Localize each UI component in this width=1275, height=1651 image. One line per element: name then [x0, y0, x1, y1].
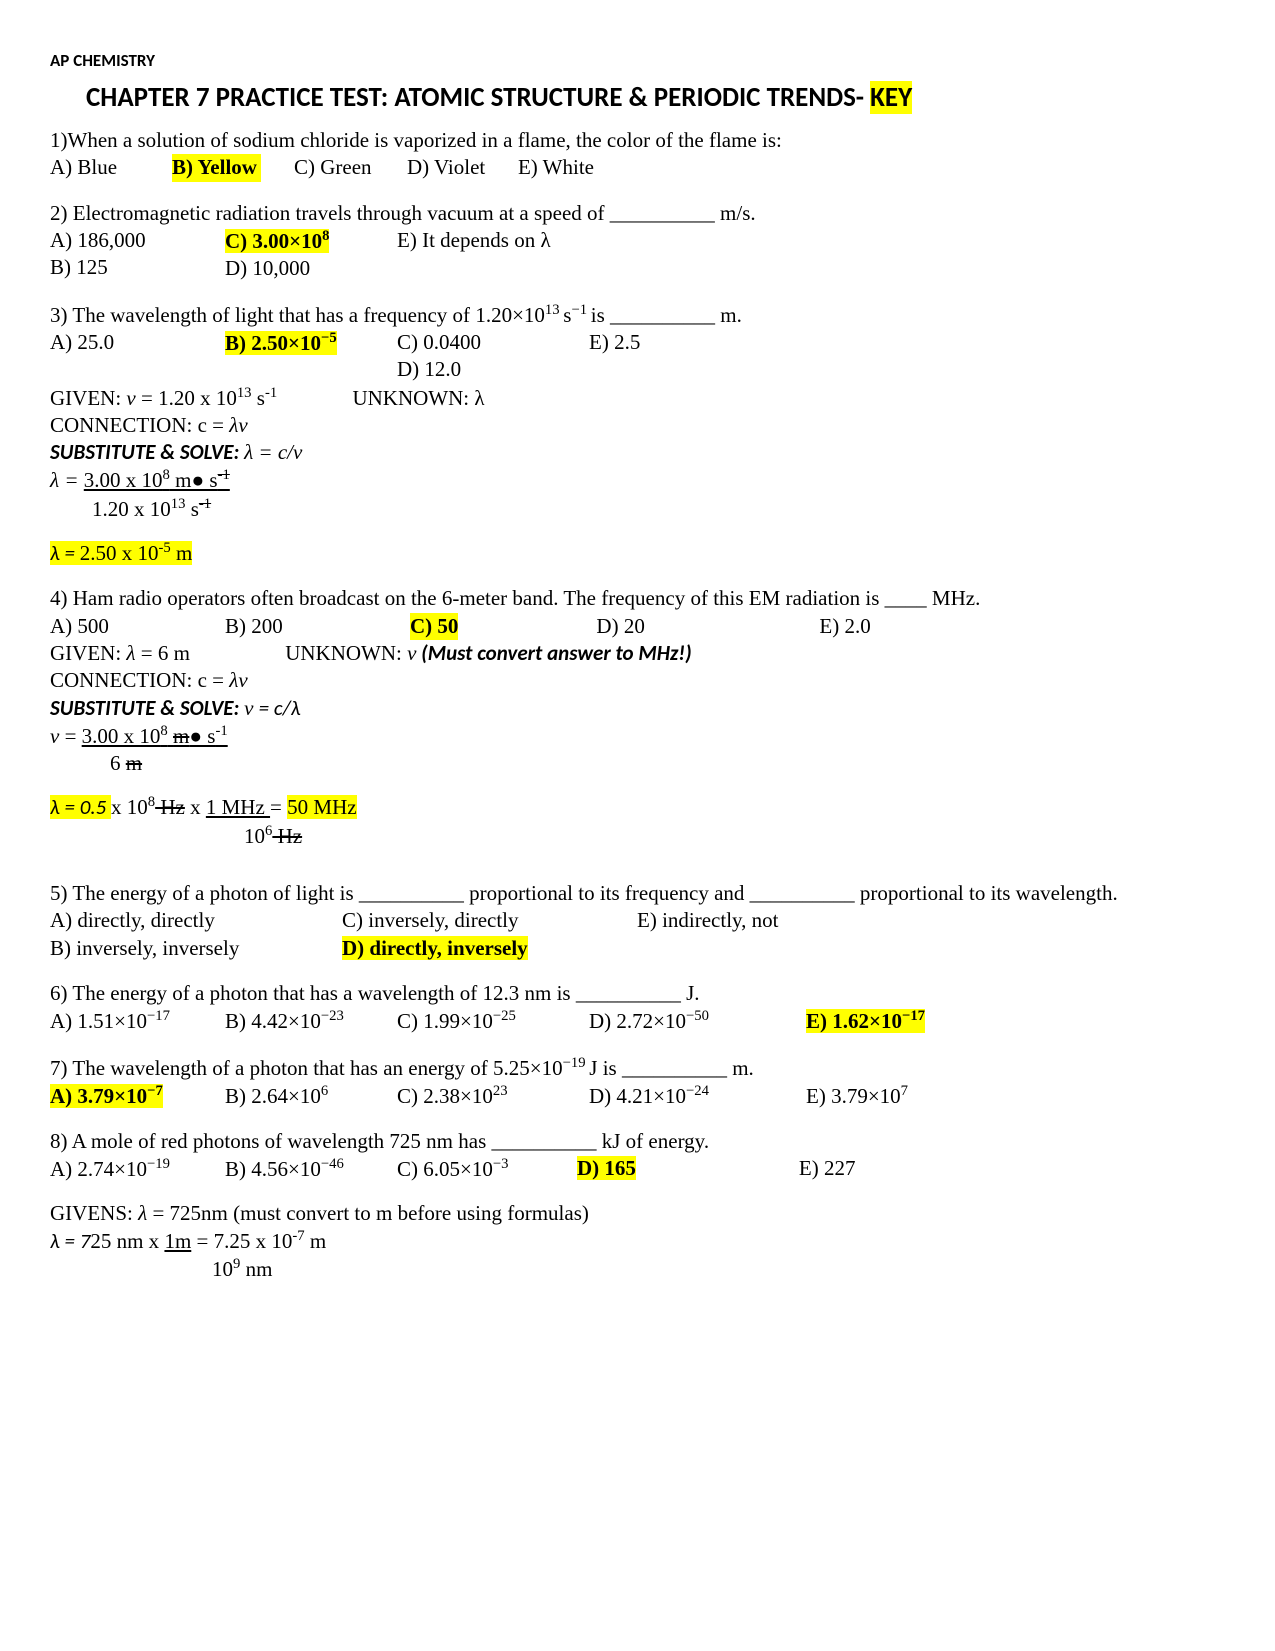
q8-c: C) 6.05×10−3: [397, 1155, 577, 1183]
question-4: 4) Ham radio operators often broadcast o…: [50, 585, 1225, 850]
q8-d-answer: D) 165: [577, 1155, 636, 1183]
q6-b: B) 4.42×10−23: [225, 1007, 397, 1035]
q1-c: C) Green: [294, 154, 407, 181]
q3-given: GIVEN: v = 1.20 x 1013 s-1 UNKNOWN: λ: [50, 384, 1225, 412]
q3-d: D) 12.0: [397, 356, 589, 383]
q5-a: A) directly, directly: [50, 907, 342, 934]
q2-e: E) It depends on λ: [397, 227, 551, 254]
q5-col3: E) indirectly, not: [637, 907, 779, 962]
q1-d: D) Violet: [407, 154, 518, 181]
q8-conv: λ = 725 nm x 1m = 7.25 x 10-7 m: [50, 1227, 1225, 1255]
q4-conv-den: 106 Hz: [244, 822, 1225, 850]
q4-e: E) 2.0: [819, 613, 870, 640]
question-2: 2) Electromagnetic radiation travels thr…: [50, 200, 1225, 283]
q5-e: E) indirectly, not: [637, 907, 779, 934]
q4-a: A) 500: [50, 613, 225, 640]
q2-b: B) 125: [50, 254, 225, 281]
question-1: 1)When a solution of sodium chloride is …: [50, 127, 1225, 182]
q6-a: A) 1.51×10−17: [50, 1007, 225, 1035]
q8-conv-den: 109 nm: [212, 1255, 1225, 1283]
q4-subsolve: SUBSTITUTE & SOLVE: v = c/λ: [50, 695, 1225, 722]
title-text: CHAPTER 7 PRACTICE TEST: ATOMIC STRUCTUR…: [86, 81, 870, 114]
q8-givens: GIVENS: λ = 725nm (must convert to m bef…: [50, 1200, 1225, 1227]
course-header: AP CHEMISTRY: [50, 50, 1225, 72]
q3-fraction: λ = 3.00 x 108 m● s-1: [50, 466, 1225, 494]
q2-d: D) 10,000: [225, 255, 397, 282]
q3-text: 3) The wavelength of light that has a fr…: [50, 301, 1225, 329]
q4-given: GIVEN: λ = 6 m UNKNOWN: v (Must convert …: [50, 640, 1225, 667]
q5-b: B) inversely, inversely: [50, 935, 342, 962]
q6-d: D) 2.72×10−50: [589, 1007, 806, 1035]
question-8: 8) A mole of red photons of wavelength 7…: [50, 1128, 1225, 1283]
question-5: 5) The energy of a photon of light is __…: [50, 880, 1225, 962]
q6-c: C) 1.99×10−25: [397, 1007, 589, 1035]
q8-a: A) 2.74×10−19: [50, 1155, 225, 1183]
q3-unknown: UNKNOWN: λ: [352, 386, 484, 410]
q4-result: λ = 0.5 x 108 Hz x 1 MHz = 50 MHz: [50, 793, 1225, 821]
q3-cd: C) 0.0400 D) 12.0: [397, 329, 589, 384]
q1-choices: A) Blue B) Yellow C) Green D) Violet E) …: [50, 154, 1225, 181]
q2-col1: A) 186,000 B) 125: [50, 227, 225, 283]
q8-e: E) 227: [799, 1155, 856, 1183]
q2-text: 2) Electromagnetic radiation travels thr…: [50, 200, 1225, 227]
q5-col2: C) inversely, directly D) directly, inve…: [342, 907, 637, 962]
q6-e-answer: E) 1.62×10−17: [806, 1007, 925, 1035]
q4-frac-den: 6 m: [110, 750, 1225, 777]
q4-fraction: v = 3.00 x 108 m● s-1: [50, 722, 1225, 750]
q3-c: C) 0.0400: [397, 329, 589, 356]
q3-a: A) 25.0: [50, 329, 225, 384]
question-3: 3) The wavelength of light that has a fr…: [50, 301, 1225, 568]
q7-e: E) 3.79×107: [806, 1082, 908, 1110]
q8-text: 8) A mole of red photons of wavelength 7…: [50, 1128, 1225, 1155]
q2-c-answer: C) 3.00×108: [225, 227, 397, 255]
q3-frac-den: 1.20 x 1013 s-1: [92, 495, 1225, 523]
q1-b-answer: B) Yellow: [172, 154, 261, 181]
q4-d: D) 20: [596, 613, 819, 640]
q7-c: C) 2.38×1023: [397, 1082, 589, 1110]
q7-d: D) 4.21×10−24: [589, 1082, 806, 1110]
q8-b: B) 4.56×10−46: [225, 1155, 397, 1183]
q2-a: A) 186,000: [50, 227, 225, 254]
q2-col3: E) It depends on λ: [397, 227, 551, 283]
q7-a-answer: A) 3.79×10−7: [50, 1082, 225, 1110]
q7-b: B) 2.64×106: [225, 1082, 397, 1110]
q6-text: 6) The energy of a photon that has a wav…: [50, 980, 1225, 1007]
q1-a: A) Blue: [50, 154, 172, 181]
q5-c: C) inversely, directly: [342, 907, 637, 934]
q1-text: 1)When a solution of sodium chloride is …: [50, 127, 1225, 154]
q5-text: 5) The energy of a photon of light is __…: [50, 880, 1225, 907]
q3-b-answer: B) 2.50×10−5: [225, 329, 397, 384]
q3-e: E) 2.5: [589, 329, 640, 384]
q4-text: 4) Ham radio operators often broadcast o…: [50, 585, 1225, 612]
q4-connection: CONNECTION: c = λv: [50, 667, 1225, 694]
page-title: CHAPTER 7 PRACTICE TEST: ATOMIC STRUCTUR…: [86, 80, 1225, 115]
q7-text: 7) The wavelength of a photon that has a…: [50, 1054, 1225, 1082]
q1-e: E) White: [518, 154, 598, 181]
title-key: KEY: [870, 81, 912, 114]
question-7: 7) The wavelength of a photon that has a…: [50, 1054, 1225, 1111]
q3-result: λ = 2.50 x 10-5 m: [50, 539, 1225, 567]
q2-col2: C) 3.00×108 D) 10,000: [225, 227, 397, 283]
q4-c-answer: C) 50: [410, 613, 458, 640]
q3-connection: CONNECTION: c = λv: [50, 412, 1225, 439]
q4-b: B) 200: [225, 613, 410, 640]
q5-col1: A) directly, directly B) inversely, inve…: [50, 907, 342, 962]
question-6: 6) The energy of a photon that has a wav…: [50, 980, 1225, 1036]
q5-d-answer: D) directly, inversely: [342, 935, 637, 962]
q3-subsolve: SUBSTITUTE & SOLVE: λ = c/v: [50, 439, 1225, 466]
